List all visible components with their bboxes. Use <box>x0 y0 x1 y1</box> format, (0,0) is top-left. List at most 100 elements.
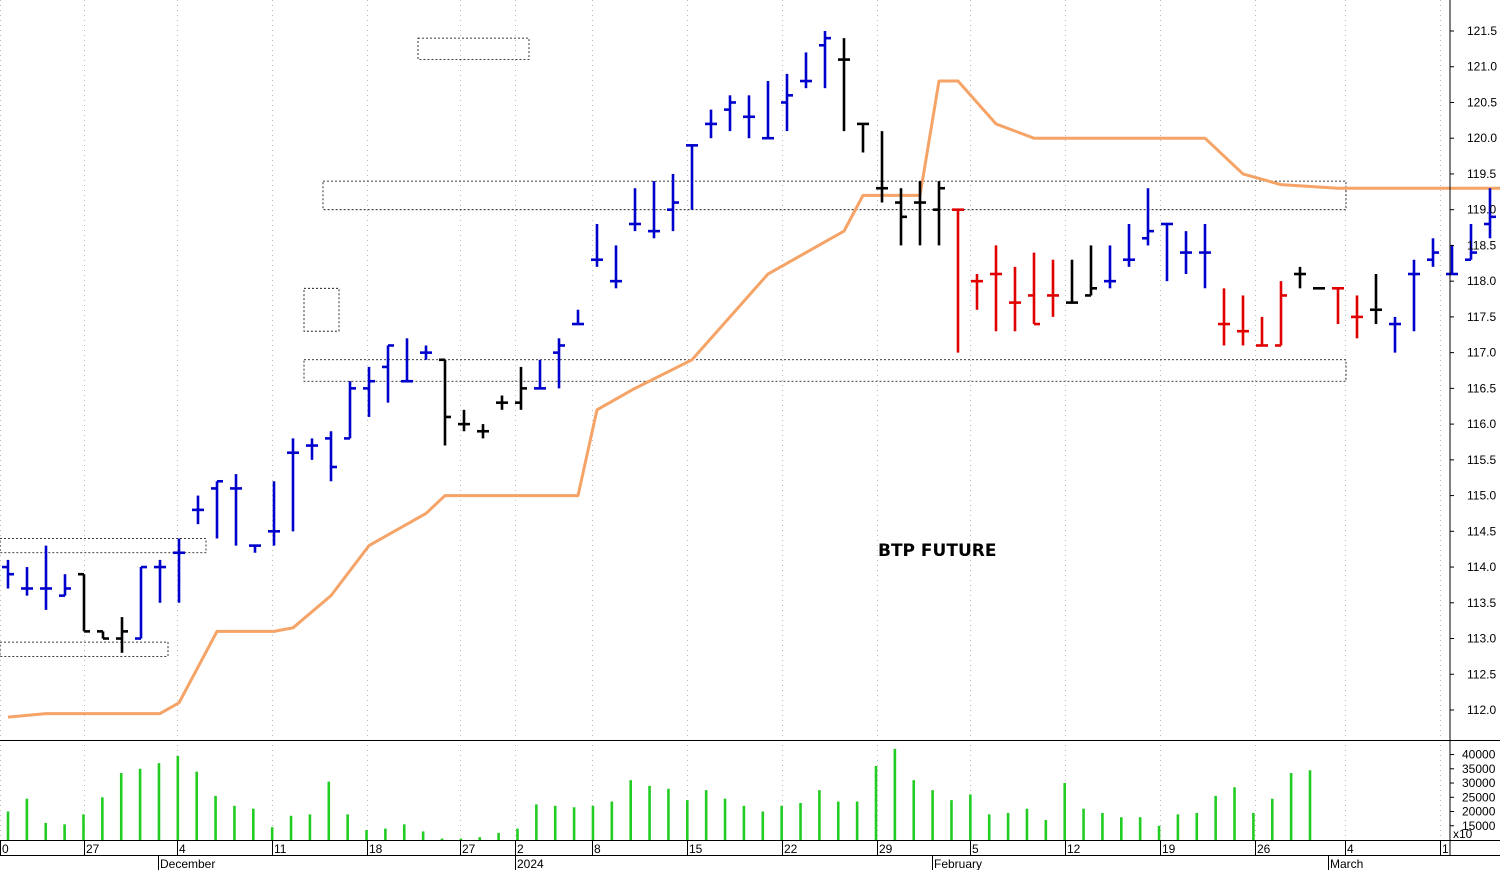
price-tick-label: 118.5 <box>1467 238 1496 252</box>
ohlc-bar <box>610 245 622 289</box>
price-tick-label: 119.0 <box>1467 203 1496 217</box>
price-tick-label: 121.0 <box>1467 60 1497 74</box>
price-tick-label: 116.5 <box>1467 381 1496 395</box>
ohlc-bar <box>534 359 546 390</box>
ohlc-bar <box>591 223 603 267</box>
ohlc-bar <box>496 395 508 410</box>
ohlc-bar <box>1465 223 1477 262</box>
ohlc-bar <box>515 366 527 410</box>
ohlc-bar <box>667 173 679 232</box>
ohlc-bar <box>1237 295 1249 346</box>
range-boxes <box>0 37 1347 657</box>
ohlc-bar <box>1370 274 1382 325</box>
price-tick-label: 117.0 <box>1467 346 1496 360</box>
volume-multiplier-label: x10 <box>1453 827 1473 841</box>
ohlc-bar <box>990 245 1002 332</box>
range-box <box>417 37 530 60</box>
ohlc-bar <box>1066 259 1078 304</box>
ohlc-bar <box>705 109 717 139</box>
ohlc-bar <box>249 544 261 553</box>
date-label: 2 <box>517 842 524 856</box>
volume-tick-label: 15000 <box>1462 819 1496 833</box>
ohlc-bar <box>1427 238 1439 267</box>
date-label: 11 <box>274 842 287 856</box>
price-tick-label: 113.0 <box>1467 632 1496 646</box>
ohlc-bar <box>2 559 14 589</box>
ohlc-bar <box>420 345 432 360</box>
ohlc-bar <box>1332 287 1344 325</box>
date-label: 12 <box>1067 842 1081 856</box>
ohlc-bar <box>572 309 584 326</box>
month-label: 2024 <box>517 857 544 870</box>
ohlc-bar <box>1294 266 1306 289</box>
price-tick-label: 112.0 <box>1467 703 1496 717</box>
ohlc-bar <box>1218 288 1230 346</box>
ohlc-bar <box>933 181 945 246</box>
month-label: February <box>934 857 982 870</box>
price-tick-label: 112.5 <box>1467 667 1496 681</box>
ohlc-bar <box>363 366 375 417</box>
ohlc-bar <box>401 338 413 383</box>
ohlc-bar <box>1047 259 1059 317</box>
ohlc-bar <box>743 95 755 139</box>
ohlc-bar <box>1256 316 1268 347</box>
ohlc-bar <box>1142 188 1154 246</box>
ohlc-bar <box>1446 245 1458 276</box>
date-label: 4 <box>1347 842 1354 856</box>
ohlc-bar <box>192 495 204 525</box>
grid <box>0 0 1441 855</box>
price-tick-label: 116.0 <box>1467 417 1496 431</box>
ohlc-bar <box>116 617 128 653</box>
ohlc-bar <box>154 559 166 603</box>
ohlc-bar <box>971 274 983 310</box>
date-label: 19 <box>1162 842 1176 856</box>
date-label: 27 <box>86 842 100 856</box>
ohlc-bar <box>857 122 869 153</box>
volume-tick-label: 40000 <box>1462 748 1496 762</box>
ohlc-bar <box>781 73 793 132</box>
volume-tick-label: 25000 <box>1462 790 1496 804</box>
month-label: March <box>1330 857 1363 870</box>
date-label: 4 <box>179 842 186 856</box>
ohlc-bar <box>952 208 964 353</box>
ohlc-bar <box>1389 316 1401 353</box>
ohlc-bar <box>287 438 299 532</box>
ohlc-bar <box>78 572 90 633</box>
volume-tick-label: 20000 <box>1462 805 1496 819</box>
price-bars <box>2 31 1496 653</box>
ohlc-bar <box>629 188 641 232</box>
ohlc-bar <box>97 630 109 640</box>
ohlc-bar <box>819 31 831 89</box>
ohlc-bar <box>1009 266 1021 332</box>
ohlc-bar <box>325 431 337 482</box>
price-tick-label: 114.5 <box>1467 524 1496 538</box>
ohlc-bar <box>1161 222 1173 282</box>
range-box <box>303 359 1347 382</box>
date-label: 8 <box>594 842 601 856</box>
ohlc-bar <box>135 565 147 640</box>
stop-line-path <box>7 79 1500 719</box>
ohlc-bar <box>1180 231 1192 275</box>
date-label: 5 <box>972 842 979 856</box>
ohlc-bar <box>306 438 318 460</box>
ohlc-bar <box>724 95 736 132</box>
range-box <box>303 287 340 332</box>
ohlc-bar <box>648 181 660 239</box>
date-label: 22 <box>784 842 798 856</box>
ohlc-bar <box>1484 188 1496 239</box>
ohlc-bar <box>40 545 52 610</box>
date-label: 27 <box>462 842 476 856</box>
price-tick-label: 113.5 <box>1467 596 1496 610</box>
date-label: 0 <box>2 842 9 856</box>
ohlc-bar <box>1275 281 1287 347</box>
ohlc-bar <box>344 381 356 440</box>
ohlc-bar <box>59 574 71 597</box>
ohlc-bar <box>895 188 907 246</box>
ohlc-bar <box>382 344 394 403</box>
ohlc-bar <box>553 338 565 389</box>
ohlc-bar <box>1085 245 1097 297</box>
ohlc-bar <box>762 81 774 140</box>
price-tick-label: 117.5 <box>1467 310 1496 324</box>
chart-title: BTP FUTURE <box>878 541 996 561</box>
